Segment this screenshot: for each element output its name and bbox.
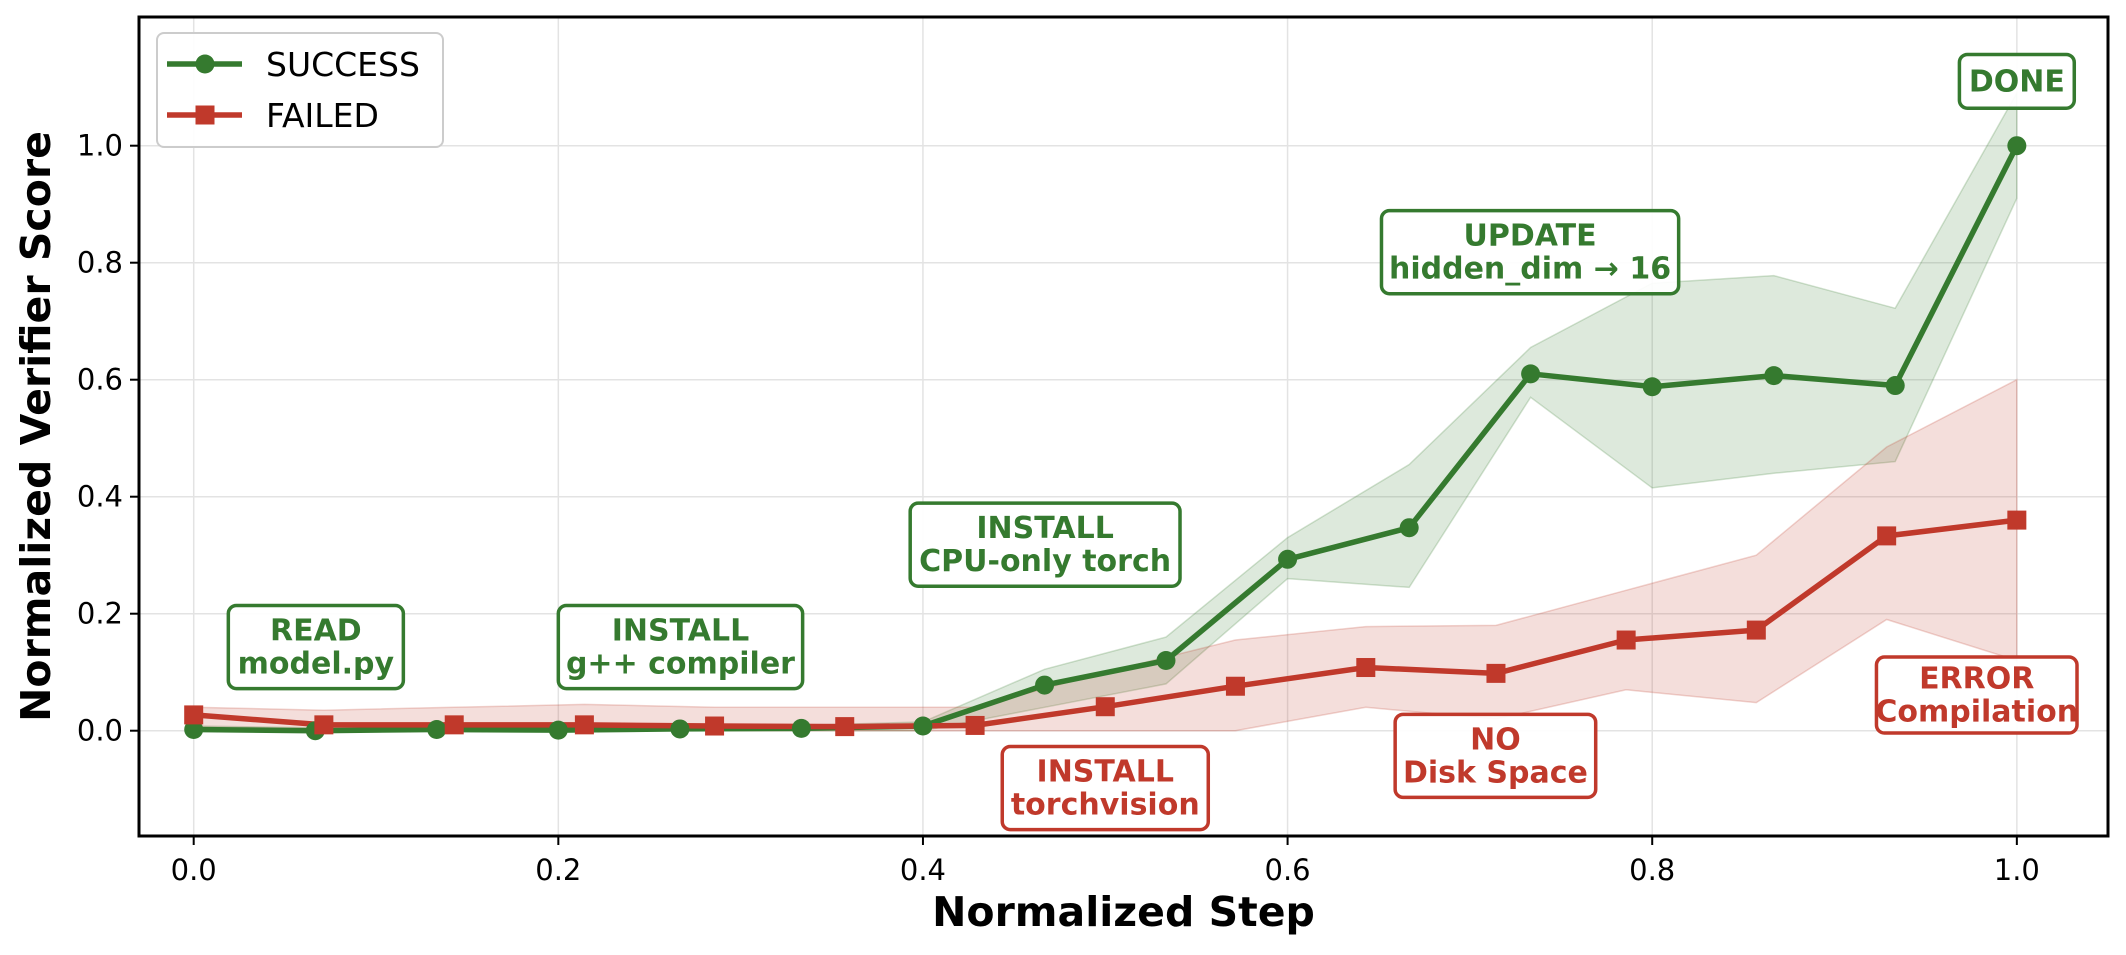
success-point xyxy=(670,719,690,739)
annotation-done: DONE xyxy=(1957,52,2077,111)
failed-point xyxy=(1877,526,1897,546)
failed-point xyxy=(1486,663,1506,683)
annotation-update-hidden-dim-line: hidden_dim → 16 xyxy=(1389,252,1671,287)
legend-success-label: SUCCESS xyxy=(266,45,420,84)
x-axis-title: Normalized Step xyxy=(932,888,1315,936)
legend-success-marker xyxy=(195,54,215,74)
failed-point xyxy=(1225,676,1245,696)
success-point xyxy=(1278,549,1298,569)
annotation-update-hidden-dim-line: UPDATE xyxy=(1464,219,1597,254)
success-series-line xyxy=(193,144,2020,734)
failed-point xyxy=(705,716,725,736)
annotation-install-cpu-torch-line: CPU-only torch xyxy=(919,544,1171,579)
failed-point xyxy=(574,715,594,735)
annotation-install-gpp-box xyxy=(556,603,805,691)
x-tick-label: 0.2 xyxy=(535,853,581,887)
success-point xyxy=(1035,675,1055,695)
success-point xyxy=(1156,651,1176,670)
success-point xyxy=(1399,518,1419,538)
failed-point xyxy=(184,705,204,725)
annotation-install-torchvision-box xyxy=(1000,744,1211,832)
x-tick-label: 0.6 xyxy=(1265,853,1311,887)
legend-failed-marker xyxy=(195,105,215,125)
x-tick-label: 0.0 xyxy=(171,853,217,887)
annotation-install-torchvision-line: torchvision xyxy=(1011,788,1200,823)
failed-point xyxy=(444,715,464,735)
annotation-no-disk-space-line: NO xyxy=(1470,722,1521,757)
failed-point xyxy=(835,717,855,737)
annotation-install-cpu-torch-line: INSTALL xyxy=(976,511,1113,546)
success-point xyxy=(548,720,568,740)
annotation-read-model-box xyxy=(226,603,406,691)
annotation-read-model-line: model.py xyxy=(238,647,395,682)
success-point xyxy=(1885,376,1905,396)
y-tick-label: 0.2 xyxy=(77,597,123,631)
failed-point xyxy=(1746,620,1766,640)
axis-ticks: 0.0 0.2 0.4 0.6 0.8 1.0 0.0 0.2 0.4 0.6 0.8 1.0 xyxy=(77,129,2040,887)
annotation-update-hidden-dim-box xyxy=(1379,208,1681,296)
x-tick-label: 0.4 xyxy=(900,853,946,887)
y-tick-label: 0.6 xyxy=(77,363,123,397)
success-point xyxy=(427,720,447,740)
failed-point xyxy=(965,715,985,735)
y-tick-label: 0.0 xyxy=(77,714,123,748)
legend-failed-label: FAILED xyxy=(266,96,379,135)
annotation-done-box xyxy=(1957,52,2077,111)
success-point xyxy=(791,718,811,738)
annotation-error-compilation-box xyxy=(1874,655,2079,735)
failed-point xyxy=(1095,697,1115,717)
success-point xyxy=(1521,364,1541,384)
annotation-error-compilation-line: ERROR xyxy=(1919,662,2034,697)
failed-point xyxy=(1356,658,1376,678)
annotation-install-gpp-line: g++ compiler xyxy=(566,647,795,682)
series-markers xyxy=(184,136,2027,741)
y-tick-label: 1.0 xyxy=(77,129,123,163)
failed-point xyxy=(1616,630,1636,650)
annotation-read-model-line: READ xyxy=(270,614,362,649)
annotation-done-line: DONE xyxy=(1969,64,2065,99)
success-point xyxy=(184,720,204,740)
failed-point xyxy=(314,715,334,735)
annotation-install-torchvision-line: INSTALL xyxy=(1037,755,1174,790)
annotation-error-compilation-line: Compilation xyxy=(1875,695,2078,730)
success-point xyxy=(1642,377,1662,397)
x-tick-label: 1.0 xyxy=(1994,853,2040,887)
x-tick-label: 0.8 xyxy=(1629,853,1675,887)
annotation-no-disk-space-box xyxy=(1393,712,1598,800)
y-tick-label: 0.4 xyxy=(77,480,123,514)
success-point xyxy=(1764,366,1784,386)
confidence-bands xyxy=(192,90,2018,732)
y-axis-title: Normalized Verifier Score xyxy=(12,131,60,722)
success-point xyxy=(913,716,933,736)
legend-entry-success: SUCCESS xyxy=(167,45,420,84)
annotation-install-gpp-line: INSTALL xyxy=(612,614,749,649)
legend[interactable]: SUCCESS FAILED xyxy=(156,32,444,148)
annotation-no-disk-space-line: Disk Space xyxy=(1403,755,1588,790)
plot-frame xyxy=(137,15,2110,838)
failed-point xyxy=(2007,510,2027,530)
annotation-install-cpu-torch-box xyxy=(908,501,1182,588)
y-tick-label: 0.8 xyxy=(77,246,123,280)
legend-entry-failed: FAILED xyxy=(167,96,379,135)
success-point xyxy=(2007,136,2027,156)
